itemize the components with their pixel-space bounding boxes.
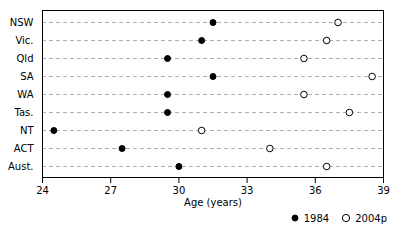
svg-text:NT: NT xyxy=(20,125,34,136)
html-text:2004p: 2004p xyxy=(355,212,387,224)
svg-text:SA: SA xyxy=(20,71,34,82)
svg-text:Age (years): Age (years) xyxy=(184,197,242,208)
svg-text:Tas.: Tas. xyxy=(14,107,34,118)
svg-text:33: 33 xyxy=(241,185,254,196)
svg-text:ACT: ACT xyxy=(14,143,35,154)
svg-text:WA: WA xyxy=(17,89,33,100)
svg-text:24: 24 xyxy=(36,185,49,196)
svg-text:NSW: NSW xyxy=(10,17,34,28)
svg-text:30: 30 xyxy=(173,185,186,196)
svg-text:Aust.: Aust. xyxy=(8,161,34,172)
svg-text:Qld: Qld xyxy=(17,53,34,64)
html-text:1984: 1984 xyxy=(303,212,330,224)
svg-text:27: 27 xyxy=(104,185,117,196)
svg-text:36: 36 xyxy=(309,185,322,196)
svg-text:Vic.: Vic. xyxy=(15,35,33,46)
svg-text:39: 39 xyxy=(377,185,390,196)
